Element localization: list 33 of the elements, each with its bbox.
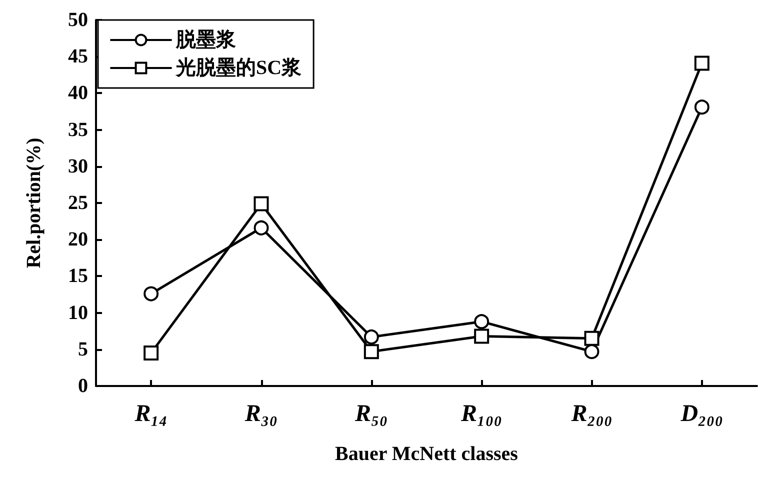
legend-label: 光脱墨的SC浆 [175,57,302,79]
x-axis-title: Bauer McNett classes [335,443,518,465]
point [584,330,600,346]
x-tick-label: R₁₄ [134,401,168,427]
point [364,344,379,360]
y-tick-label: 50 [68,9,88,31]
x-tick-label: R₂₀₀ [570,401,612,427]
y-axis-title: Rel.portion(%) [23,138,45,268]
point [584,344,600,360]
y-tick-label: 45 [68,46,88,68]
y-tick-label: 30 [68,155,88,178]
y-tick-label: 15 [68,265,88,288]
y-tick-label: 40 [68,82,88,104]
y-tick-label: 35 [68,118,88,141]
point [474,314,490,330]
x-tick-label: R₃₀ [244,401,278,427]
point [144,286,159,302]
x-tick-label: D₂₀₀ [680,401,724,427]
point [474,328,490,344]
y-tick-label: 10 [68,302,88,324]
point [694,100,710,115]
y-tick-label: 25 [68,192,88,214]
legend-label: 脱墨浆 [175,29,236,51]
x-tick-label: R₅₀ [354,401,388,427]
y-tick-label: 0 [78,375,88,397]
y-tick-label: 5 [78,338,88,360]
point [254,220,269,236]
y-tick-label: 20 [68,228,88,251]
point [694,56,710,71]
point [364,329,379,344]
x-tick-label: R₁₀₀ [460,401,502,427]
point [144,346,159,361]
point [254,196,269,212]
